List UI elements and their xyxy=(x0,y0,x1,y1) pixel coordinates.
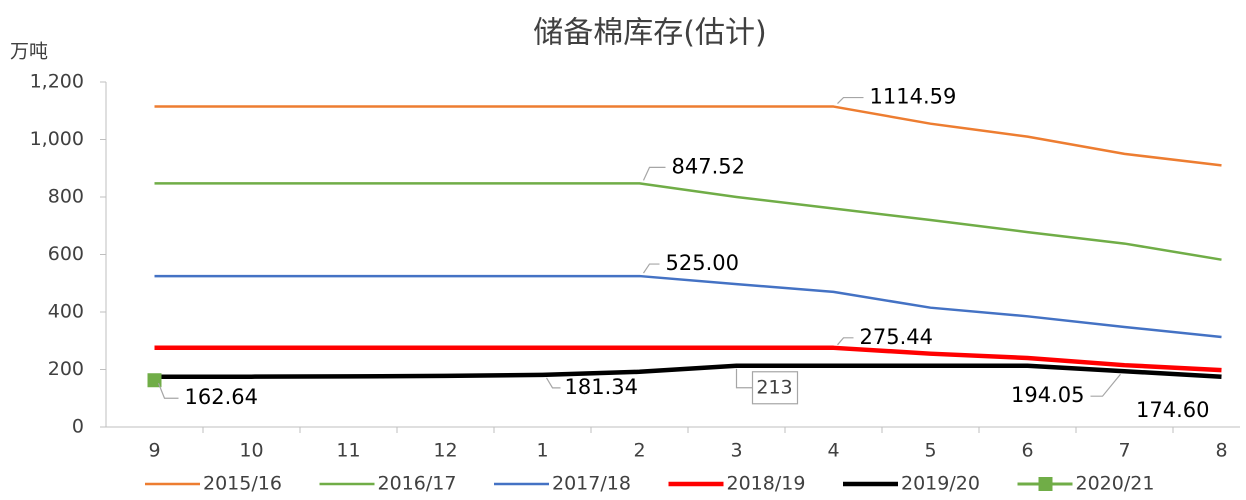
legend-label: 2019/20 xyxy=(901,473,980,495)
data-label: 1114.59 xyxy=(870,85,957,109)
legend-label: 2017/18 xyxy=(552,473,631,495)
data-label: 525.00 xyxy=(666,251,739,275)
data-label: 162.64 xyxy=(185,385,258,409)
x-tick-label: 8 xyxy=(1215,440,1227,462)
label-leader xyxy=(837,96,864,104)
data-label: 194.05 xyxy=(1011,383,1084,407)
series-line xyxy=(154,105,1222,167)
y-tick-label: 0 xyxy=(72,416,84,438)
x-tick-label: 6 xyxy=(1021,440,1033,462)
legend-label: 2016/17 xyxy=(378,473,457,495)
series-line xyxy=(154,345,1222,373)
y-tick-label: 200 xyxy=(48,358,84,380)
legend-label: 2018/19 xyxy=(727,473,806,495)
series-line xyxy=(154,274,1222,339)
data-label: 847.52 xyxy=(672,154,745,178)
label-box xyxy=(751,371,799,405)
data-label: 181.34 xyxy=(565,375,638,399)
series-line xyxy=(154,363,1222,380)
y-tick-label: 800 xyxy=(48,186,84,208)
label-leader xyxy=(735,368,753,389)
x-tick-label: 7 xyxy=(1118,440,1130,462)
label-leader xyxy=(837,337,854,346)
x-tick-label: 4 xyxy=(827,440,839,462)
x-tick-label: 3 xyxy=(730,440,742,462)
data-label: 213 xyxy=(756,376,792,398)
x-tick-label: 2 xyxy=(633,440,645,462)
x-tick-label: 1 xyxy=(536,440,548,462)
legend-label: 2015/16 xyxy=(203,473,282,495)
series-line xyxy=(154,182,1222,261)
label-leader xyxy=(1090,373,1121,397)
y-tick-label: 1,200 xyxy=(30,71,84,93)
x-tick-label: 12 xyxy=(433,440,457,462)
label-leader xyxy=(642,166,666,181)
y-tick-label: 600 xyxy=(48,243,84,265)
x-tick-label: 11 xyxy=(336,440,360,462)
legend-marker xyxy=(1038,477,1053,491)
data-label: 174.60 xyxy=(1136,398,1209,422)
x-tick-label: 9 xyxy=(148,440,160,462)
legend-label: 2020/21 xyxy=(1076,473,1155,495)
label-leader xyxy=(545,377,561,389)
label-leader xyxy=(643,263,660,274)
x-tick-label: 5 xyxy=(924,440,936,462)
y-tick-label: 1,000 xyxy=(30,128,84,150)
y-tick-label: 400 xyxy=(48,301,84,323)
label-leader xyxy=(157,383,179,399)
y-axis-label: 万吨 xyxy=(10,41,48,63)
x-tick-label: 10 xyxy=(239,440,263,462)
data-label: 275.44 xyxy=(860,325,933,349)
point-marker xyxy=(147,373,162,388)
chart-title: 储备棉库存(估计) xyxy=(533,16,766,51)
